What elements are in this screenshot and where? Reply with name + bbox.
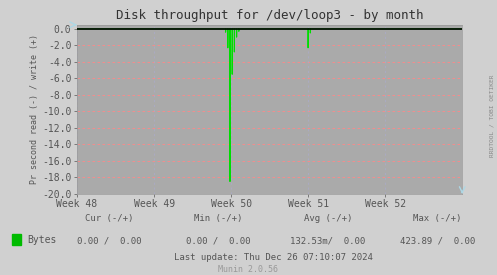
- Text: RRDTOOL / TOBI OETIKER: RRDTOOL / TOBI OETIKER: [490, 74, 495, 157]
- Text: Avg (-/+): Avg (-/+): [304, 214, 352, 223]
- Title: Disk throughput for /dev/loop3 - by month: Disk throughput for /dev/loop3 - by mont…: [116, 9, 423, 22]
- Text: 132.53m/  0.00: 132.53m/ 0.00: [290, 236, 366, 245]
- Text: Cur (-/+): Cur (-/+): [85, 214, 134, 223]
- Text: Max (-/+): Max (-/+): [413, 214, 462, 223]
- Y-axis label: Pr second read (-) / write (+): Pr second read (-) / write (+): [30, 34, 39, 184]
- Text: 0.00 /  0.00: 0.00 / 0.00: [186, 236, 251, 245]
- Text: Munin 2.0.56: Munin 2.0.56: [219, 265, 278, 274]
- Text: Min (-/+): Min (-/+): [194, 214, 243, 223]
- Text: Bytes: Bytes: [27, 235, 57, 244]
- Text: 423.89 /  0.00: 423.89 / 0.00: [400, 236, 475, 245]
- Text: Last update: Thu Dec 26 07:10:07 2024: Last update: Thu Dec 26 07:10:07 2024: [174, 253, 373, 262]
- Text: 0.00 /  0.00: 0.00 / 0.00: [77, 236, 142, 245]
